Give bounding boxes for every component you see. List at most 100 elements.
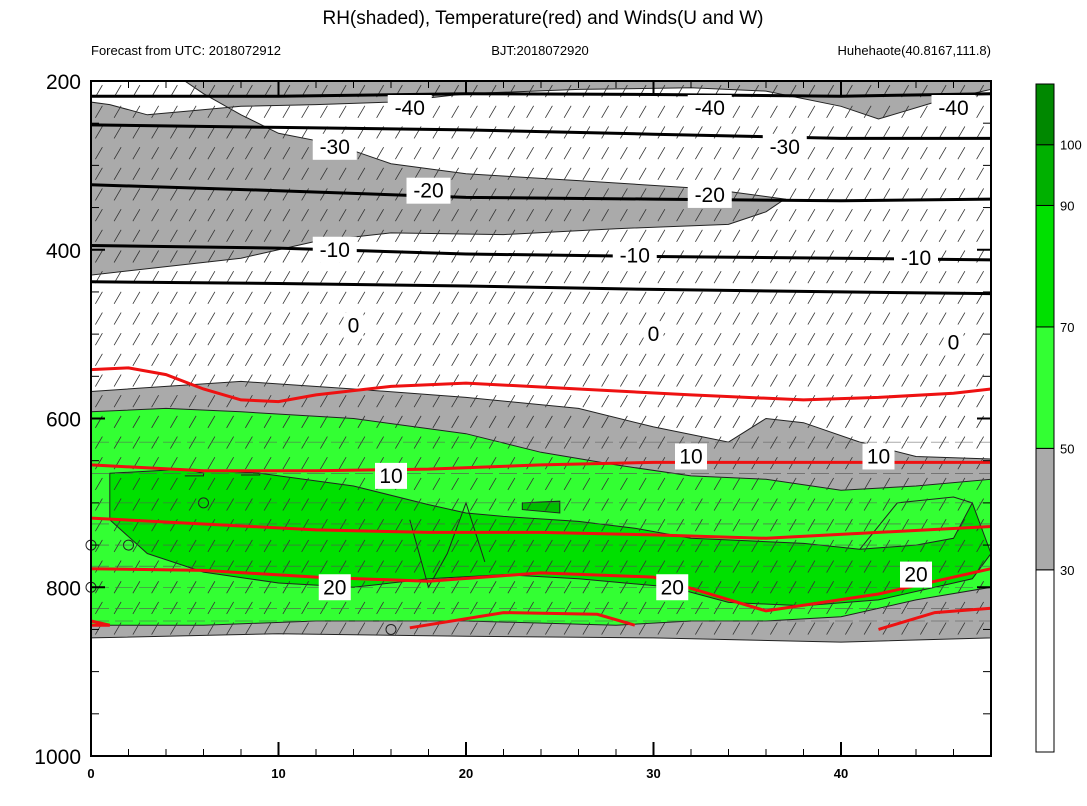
wind-barb: [170, 415, 178, 429]
wind-barb: [488, 539, 497, 553]
wind-barb: [601, 291, 609, 305]
wind-barb: [395, 332, 403, 346]
wind-barb: [226, 229, 234, 243]
wind-barb: [695, 353, 703, 367]
wind-barb: [826, 374, 834, 387]
wind-barb: [507, 436, 516, 449]
wind-barb: [526, 146, 534, 160]
wind-barb: [845, 270, 853, 284]
wind-barb: [488, 291, 497, 305]
wind-barb: [432, 457, 441, 470]
wind-barb: [301, 581, 309, 594]
wind-barb: [920, 229, 928, 243]
wind-barb: [245, 539, 253, 553]
wind-barb: [132, 374, 141, 387]
wind-barb: [788, 395, 797, 408]
wind-barb: [151, 208, 159, 222]
wind-barb: [188, 498, 197, 511]
wind-barb: [732, 167, 741, 181]
wind-barb: [376, 415, 384, 429]
y-tick-label: 600: [46, 409, 81, 432]
wind-barb: [638, 229, 647, 243]
wind-barb: [320, 498, 328, 511]
wind-barb: [657, 539, 666, 553]
wind-barb: [751, 146, 759, 160]
wind-barb: [751, 477, 759, 491]
wind-barb: [207, 208, 216, 222]
wind-barb: [957, 229, 966, 243]
temp-label-black-3-2-bg: [894, 245, 938, 272]
wind-barb: [357, 167, 366, 181]
wind-barb: [151, 374, 159, 387]
wind-barb: [620, 270, 628, 284]
wind-barb: [451, 105, 459, 118]
wind-barb: [470, 332, 478, 346]
wind-barb: [920, 622, 928, 635]
wind-barb: [413, 332, 422, 346]
wind-barb: [563, 477, 572, 491]
wind-barb: [263, 353, 272, 367]
wind-barb: [95, 332, 103, 346]
wind-barb: [863, 560, 872, 573]
wind-barb: [132, 167, 141, 181]
wind-barb: [845, 353, 853, 367]
wind-barb: [957, 374, 966, 387]
wind-barb: [807, 560, 816, 573]
wind-barb: [770, 270, 778, 284]
wind-barb: [526, 374, 534, 387]
wind-barb: [563, 415, 572, 429]
wind-barb: [507, 519, 516, 532]
wind-barb: [451, 167, 459, 181]
wind-barb: [338, 395, 347, 408]
wind-barb: [713, 374, 722, 387]
wind-barb: [263, 436, 272, 449]
wind-barb: [770, 312, 778, 325]
wind-barb: [170, 312, 178, 325]
wind-barb: [432, 353, 441, 367]
wind-barb: [882, 519, 891, 532]
wind-barb: [545, 208, 553, 222]
wind-barb: [676, 146, 684, 160]
wind-barb: [357, 270, 366, 284]
wind-barb: [338, 622, 347, 635]
wind-barb: [845, 622, 853, 635]
wind-barb: [901, 622, 909, 635]
wind-barb: [676, 229, 684, 243]
wind-barb: [826, 270, 834, 284]
temp-label-black-1-0: -30: [320, 136, 350, 159]
wind-barb: [863, 229, 872, 243]
wind-barb: [526, 353, 534, 367]
wind-barb: [207, 229, 216, 243]
wind-barb: [395, 519, 403, 532]
wind-barb: [188, 270, 197, 284]
wind-barb: [413, 146, 422, 160]
wind-barb: [526, 312, 534, 325]
temp-label-red-1-c: 10: [867, 445, 890, 468]
wind-barb: [245, 622, 253, 635]
wind-barb: [695, 208, 703, 222]
wind-barb: [882, 498, 891, 511]
wind-barb: [432, 601, 441, 615]
wind-barb: [488, 105, 497, 118]
wind-barb: [582, 560, 591, 573]
wind-barb: [938, 622, 947, 635]
x-tick-label: 10: [271, 766, 285, 781]
rh-region-deep-green-4: [521, 500, 561, 514]
wind-barb: [432, 539, 441, 553]
wind-barb: [695, 332, 703, 346]
wind-barb: [151, 477, 159, 491]
wind-barb: [620, 353, 628, 367]
wind-barb: [301, 167, 309, 181]
wind-barb: [470, 270, 478, 284]
wind-barb: [863, 312, 872, 325]
wind-barb: [807, 539, 816, 553]
wind-barb: [826, 560, 834, 573]
wind-barb: [507, 146, 516, 160]
wind-barb: [395, 270, 403, 284]
wind-barb: [245, 601, 253, 615]
wind-barb: [545, 395, 553, 408]
temp-label-red-1-b-bg: [675, 443, 707, 470]
wind-barb: [976, 105, 984, 118]
wind-barb: [132, 105, 141, 118]
wind-barb: [301, 332, 309, 346]
